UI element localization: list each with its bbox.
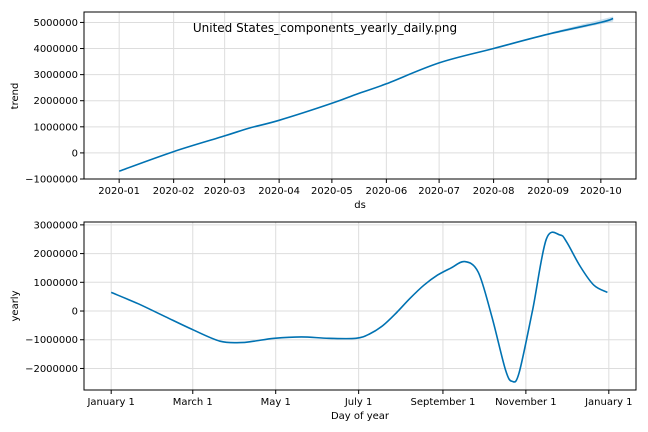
yearly-y-tick-label: 2000000 bbox=[33, 249, 78, 260]
trend-y-tick-label: 5000000 bbox=[33, 18, 78, 29]
yearly-x-tick-label: January 1 bbox=[584, 397, 632, 408]
trend-series-line bbox=[118, 17, 614, 172]
yearly-y-axis-label: yearly bbox=[10, 290, 21, 321]
yearly-y-tick-label: 0 bbox=[72, 307, 78, 318]
yearly-series-line bbox=[110, 231, 608, 383]
yearly-axes-frame bbox=[83, 221, 637, 391]
trend-x-tick-label: 2020-04 bbox=[258, 186, 300, 197]
yearly-x-tick-label: July 1 bbox=[344, 397, 373, 408]
yearly-y-tick-label: 3000000 bbox=[33, 220, 78, 231]
trend-y-tick-label: 1000000 bbox=[33, 122, 78, 133]
figure-title: United States_components_yearly_daily.pn… bbox=[193, 21, 457, 35]
yearly-x-tick-label: September 1 bbox=[411, 397, 476, 408]
trend-x-tick-label: 2020-05 bbox=[311, 186, 353, 197]
yearly-panel: January 1 March 1 May 1 July 1 September 1 No… bbox=[10, 220, 637, 422]
trend-x-tick-label: 2020-09 bbox=[527, 186, 569, 197]
trend-x-tick-label: 2020-10 bbox=[580, 186, 622, 197]
yearly-y-tick-label: −1000000 bbox=[25, 335, 78, 346]
yearly-y-tick-label: 1000000 bbox=[33, 278, 78, 289]
trend-x-axis-label: ds bbox=[354, 200, 366, 211]
yearly-x-tick-label: November 1 bbox=[495, 397, 557, 408]
yearly-x-tick-label: January 1 bbox=[86, 397, 134, 408]
trend-axes-frame bbox=[83, 11, 637, 180]
trend-x-tick-label: 2020-07 bbox=[418, 186, 460, 197]
trend-x-tick-label: 2020-08 bbox=[473, 186, 515, 197]
trend-panel: 2020-01 2020-02 2020-03 2020-04 2020-05 2020-… bbox=[10, 11, 637, 211]
yearly-y-tick-label: −2000000 bbox=[25, 364, 78, 375]
trend-y-tick-label: 2000000 bbox=[33, 96, 78, 107]
yearly-x-tick-label: May 1 bbox=[261, 397, 291, 408]
trend-y-tick-label: −1000000 bbox=[25, 175, 78, 186]
trend-x-tick-label: 2020-03 bbox=[204, 186, 246, 197]
trend-y-axis-label: trend bbox=[10, 83, 21, 110]
trend-y-tick-label: 3000000 bbox=[33, 70, 78, 81]
trend-x-tick-label: 2020-06 bbox=[365, 186, 407, 197]
yearly-x-tick-label: March 1 bbox=[173, 397, 213, 408]
yearly-x-axis-label: Day of year bbox=[331, 411, 390, 422]
trend-x-tick-label: 2020-02 bbox=[153, 186, 195, 197]
trend-x-tick-label: 2020-01 bbox=[98, 186, 140, 197]
trend-y-tick-label: 0 bbox=[72, 148, 78, 159]
trend-y-tick-label: 4000000 bbox=[33, 44, 78, 55]
